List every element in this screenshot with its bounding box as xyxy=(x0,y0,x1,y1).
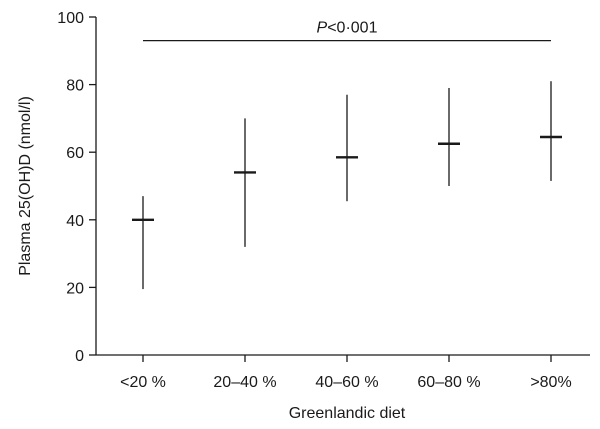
y-axis-title: Plasma 25(OH)D (nmol/l) xyxy=(17,96,34,276)
x-tick-label: 20–40 % xyxy=(213,374,276,391)
x-tick-label: >80% xyxy=(530,374,571,391)
x-ticks: <20 % 20–40 % 40–60 % 60–80 % >80% xyxy=(120,355,572,391)
y-tick-label: 20 xyxy=(66,280,84,297)
category-group xyxy=(438,87,460,186)
x-tick-label: 40–60 % xyxy=(315,374,378,391)
x-axis-title: Greenlandic diet xyxy=(289,405,406,422)
y-tick-label: 60 xyxy=(66,145,84,162)
y-tick-label: 0 xyxy=(75,348,84,365)
y-tick-label: 40 xyxy=(66,213,84,230)
significance-label: P<0·001 xyxy=(317,20,378,37)
x-axis: <20 % 20–40 % 40–60 % 60–80 % >80% xyxy=(96,354,590,391)
category-group xyxy=(234,118,256,247)
category-group xyxy=(336,94,358,202)
data-series xyxy=(132,81,562,290)
x-tick-label: <20 % xyxy=(120,374,166,391)
p-symbol: P xyxy=(317,20,328,37)
significance-bracket: P<0·001 xyxy=(143,20,551,42)
y-tick-label: 80 xyxy=(66,78,84,95)
p-value: <0·001 xyxy=(327,20,377,37)
y-axis: 0 20 40 60 80 100 xyxy=(57,10,97,365)
category-group xyxy=(540,81,562,181)
category-group xyxy=(132,196,154,290)
y-ticks: 0 20 40 60 80 100 xyxy=(57,10,96,365)
y-tick-label: 100 xyxy=(57,10,84,27)
x-tick-label: 60–80 % xyxy=(417,374,480,391)
